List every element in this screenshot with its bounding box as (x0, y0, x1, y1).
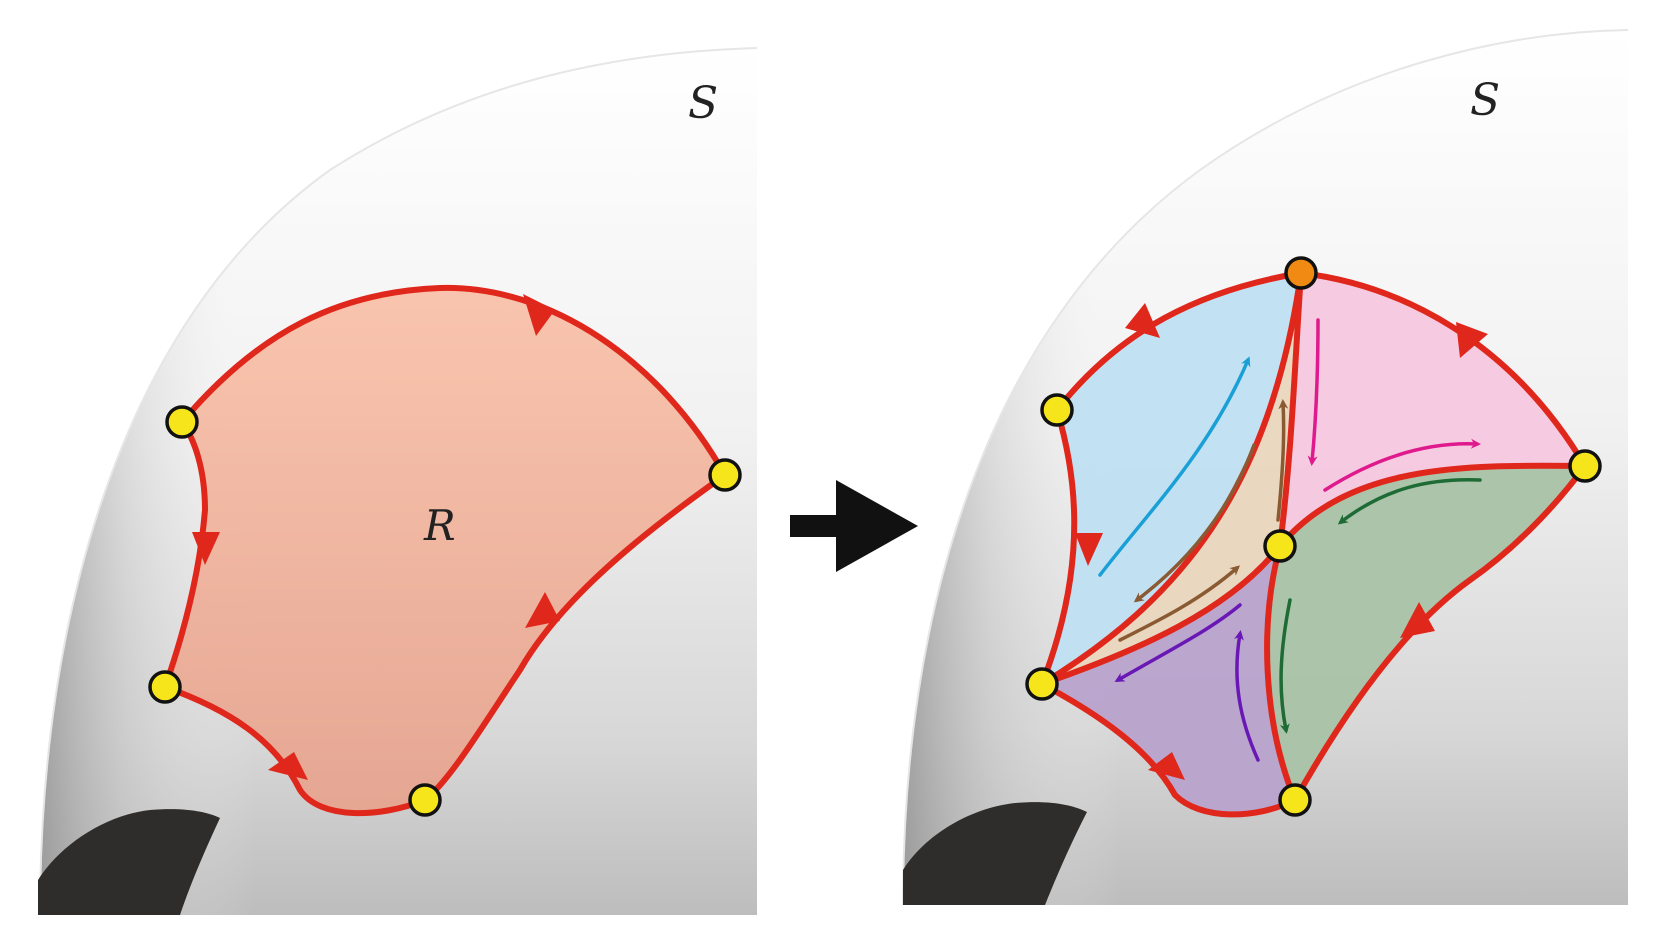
magenta-flow-arrow-down (1307, 318, 1320, 466)
flow-arrows (1098, 318, 1482, 762)
left-boundary-arrowheads (192, 294, 560, 780)
vertex-dot (708, 458, 742, 492)
right-vertices (1025, 256, 1602, 817)
right-boundary-arrowheads (1075, 303, 1488, 780)
region-blue (1042, 273, 1301, 684)
left-panel: S R (38, 47, 758, 916)
interior-curve-c (1277, 462, 1588, 549)
region-label: R (423, 501, 456, 550)
brown-flow-arrow-up (1276, 399, 1289, 522)
boundary-arrowhead (1148, 752, 1185, 780)
region-R (165, 287, 725, 814)
vertex-dot (1568, 449, 1602, 483)
boundary-arrowhead (1075, 533, 1103, 566)
right-panel: S (902, 29, 1629, 906)
brown-flow-arrow-right (1118, 565, 1241, 642)
boundary-arrowhead (1125, 303, 1160, 338)
region-tan (1042, 273, 1301, 684)
vertex-dot (148, 670, 182, 704)
blue-flow-arrow (1098, 356, 1251, 577)
left-vertices (148, 405, 742, 817)
vertex-dot (165, 405, 199, 439)
interior-curve-b (1277, 270, 1304, 549)
region-pink (1280, 273, 1585, 546)
boundary-arrowhead (1400, 602, 1435, 638)
right-hole (903, 802, 1087, 905)
vertex-dot (1040, 393, 1074, 427)
brown-flow-arrow-down (1133, 443, 1256, 603)
right-arrow-icon (790, 480, 918, 572)
region-R-boundary (162, 284, 728, 817)
left-surface-label: S (688, 78, 718, 129)
purple-flow-arrow-up (1234, 630, 1260, 762)
magenta-flow-arrow-right (1323, 438, 1481, 492)
green-flow-arrow-left (1337, 478, 1482, 525)
vertex-dot (1278, 783, 1312, 817)
boundary-arrowhead (268, 752, 308, 780)
interior-curve-d (1039, 543, 1283, 687)
right-surface-label: S (1470, 75, 1500, 126)
vertex-dot (408, 783, 442, 817)
boundary-arrowhead (523, 294, 555, 336)
boundary-arrowhead (192, 532, 220, 565)
interior-curve-e (1264, 543, 1298, 803)
vertex-dot (1284, 256, 1318, 290)
vertex-dot (1263, 529, 1297, 563)
vertex-dot (1025, 667, 1059, 701)
interior-curve-a (1039, 270, 1304, 687)
purple-flow-arrow-left (1114, 603, 1242, 682)
boundary-arrowhead (1456, 322, 1488, 358)
left-hole (38, 809, 220, 915)
boundary-arrowhead (525, 592, 560, 628)
green-flow-arrow-down (1279, 598, 1292, 734)
